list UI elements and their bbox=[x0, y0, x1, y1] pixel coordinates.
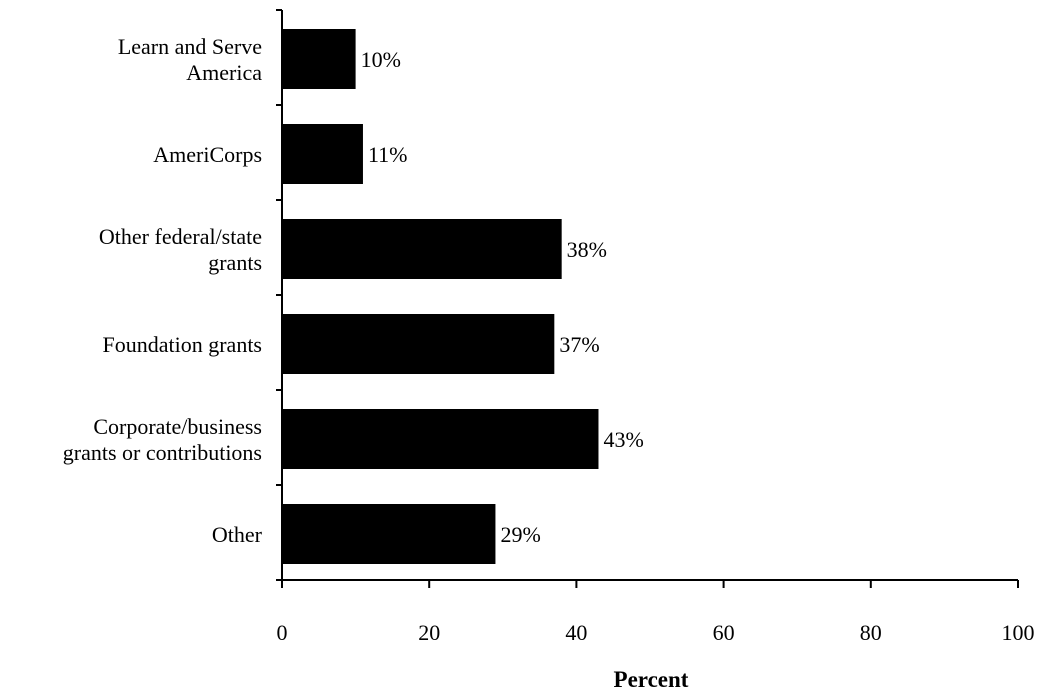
bar bbox=[282, 29, 356, 89]
x-tick-label: 40 bbox=[565, 620, 587, 645]
bar bbox=[282, 504, 496, 564]
category-label: AmeriCorps bbox=[153, 142, 262, 167]
data-label: 10% bbox=[361, 47, 401, 72]
category-label: Other bbox=[212, 522, 263, 547]
x-tick-label: 0 bbox=[277, 620, 288, 645]
category-label: Learn and Serve America bbox=[118, 34, 262, 85]
bar bbox=[282, 124, 363, 184]
data-label: 38% bbox=[567, 237, 607, 262]
data-label: 37% bbox=[559, 332, 599, 357]
x-axis-ticks bbox=[281, 580, 1019, 588]
category-label: Corporate/business grants or contribution… bbox=[63, 414, 262, 465]
bar bbox=[282, 219, 562, 279]
x-tick-label: 100 bbox=[1002, 620, 1035, 645]
bar bbox=[282, 314, 555, 374]
x-tick-label: 20 bbox=[418, 620, 440, 645]
category-labels: Learn and Serve America AmeriCorps Other fe… bbox=[63, 34, 263, 547]
data-label: 29% bbox=[500, 522, 540, 547]
category-label: Other federal/state grants bbox=[99, 224, 262, 275]
data-labels: 10% 11% 38% 37% 43% 29% bbox=[361, 47, 644, 547]
category-label: Foundation grants bbox=[103, 332, 263, 357]
x-tick-labels: 0 20 40 60 80 100 bbox=[277, 620, 1035, 645]
x-tick-label: 80 bbox=[860, 620, 882, 645]
data-label: 43% bbox=[603, 427, 643, 452]
x-tick-label: 60 bbox=[713, 620, 735, 645]
bars bbox=[282, 29, 599, 564]
bar bbox=[282, 409, 599, 469]
x-axis-title: Percent bbox=[614, 667, 689, 692]
data-label: 11% bbox=[368, 142, 408, 167]
